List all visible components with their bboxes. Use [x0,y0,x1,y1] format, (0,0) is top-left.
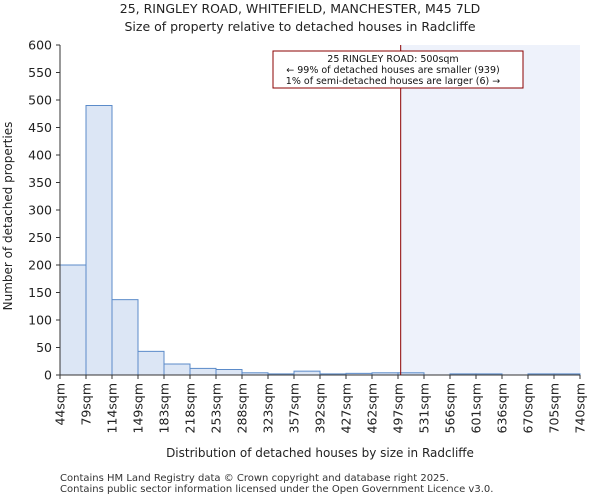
y-tick-label: 550 [28,65,52,80]
histogram-bar [85,105,113,376]
x-tick-label: 288sqm [235,383,250,433]
x-tick-label: 79sqm [79,383,94,426]
histogram-bar [163,363,191,376]
x-tick-label: 114sqm [105,383,120,433]
x-tick-label: 601sqm [469,383,484,433]
annotation-box [272,50,524,89]
footer-line-2: Contains public sector information licen… [60,484,494,495]
chart-title: 25, RINGLEY ROAD, WHITEFIELD, MANCHESTER… [119,1,481,16]
annotation-line: 1% of semi-detached houses are larger (6… [286,76,500,87]
x-tick-label: 357sqm [287,383,302,433]
y-tick-label: 500 [28,93,52,108]
histogram-bar [215,369,243,376]
x-tick-label: 218sqm [183,383,198,433]
x-tick-label: 497sqm [391,383,406,433]
larger-region-shade [400,45,580,375]
chart-subtitle: Size of property relative to detached ho… [124,19,476,34]
y-tick-label: 100 [28,313,52,328]
y-tick-label: 350 [28,175,52,190]
x-tick-label: 392sqm [313,383,328,433]
histogram-bar [293,370,321,376]
x-tick-label: 740sqm [573,383,588,433]
annotation-line: 25 RINGLEY ROAD: 500sqm [327,54,458,65]
histogram-bar [189,367,217,376]
y-tick-label: 0 [44,368,52,383]
x-axis-label: Distribution of detached houses by size … [166,446,474,460]
y-tick-label: 150 [28,285,52,300]
histogram-bar [59,264,87,376]
y-tick-label: 400 [28,148,52,163]
x-tick-label: 323sqm [261,383,276,433]
x-tick-label: 253sqm [209,383,224,433]
footer-line-1: Contains HM Land Registry data © Crown c… [60,473,449,484]
histogram-bar [137,350,165,376]
y-tick-label: 600 [28,38,52,53]
x-tick-label: 183sqm [157,383,172,433]
x-tick-label: 670sqm [521,383,536,433]
x-tick-label: 636sqm [495,383,510,433]
y-tick-label: 200 [28,258,52,273]
y-tick-label: 450 [28,120,52,135]
histogram-bar [111,299,139,376]
x-tick-label: 462sqm [365,383,380,433]
y-axis-label: Number of detached properties [1,122,15,311]
y-tick-label: 250 [28,230,52,245]
x-tick-label: 44sqm [53,383,68,426]
x-tick-label: 531sqm [417,383,432,433]
x-tick-label: 566sqm [443,383,458,433]
y-tick-label: 50 [36,340,52,355]
x-tick-label: 149sqm [131,383,146,433]
x-tick-label: 427sqm [339,383,354,433]
annotation-line: ← 99% of detached houses are smaller (93… [286,65,499,76]
y-tick-label: 300 [28,203,52,218]
x-tick-label: 705sqm [547,383,562,433]
